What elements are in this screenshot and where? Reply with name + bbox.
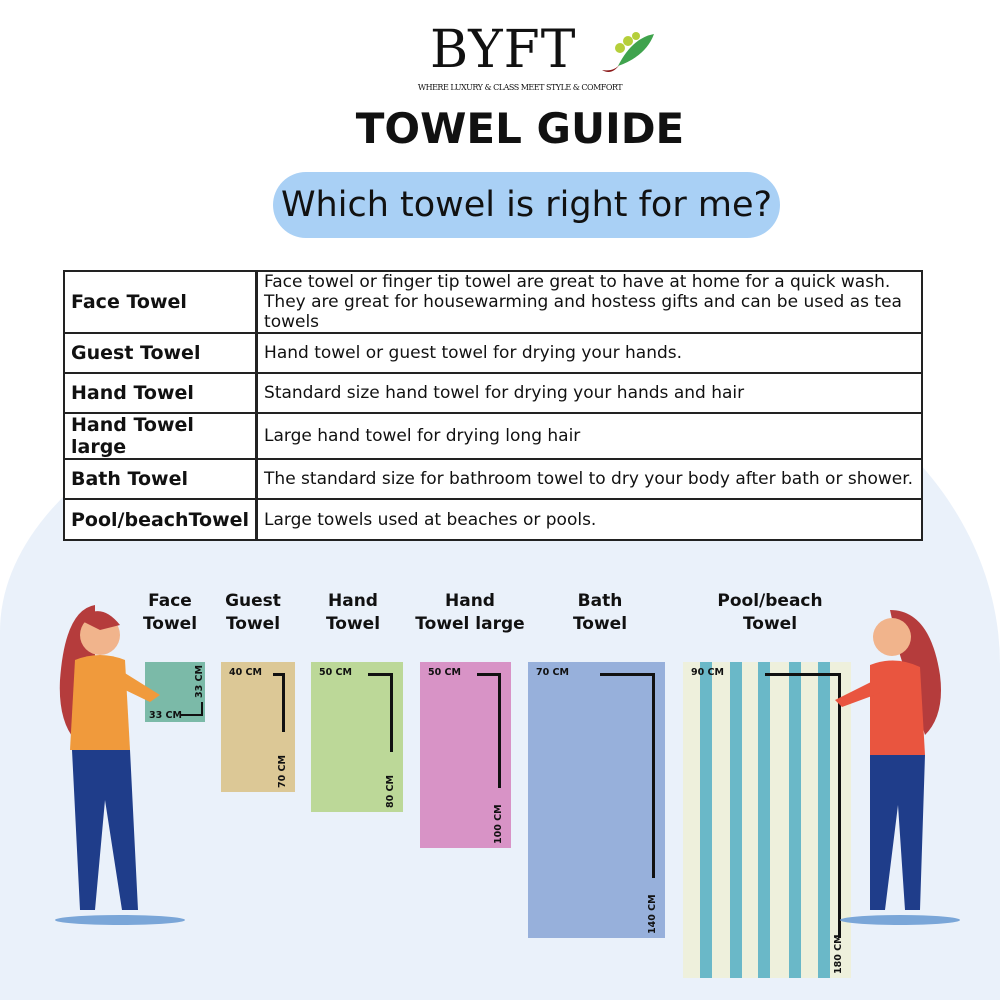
width-label: 33 CM <box>149 710 182 721</box>
towel-name: Face Towel <box>63 270 259 334</box>
towel-label: Pool/beach Towel <box>705 590 835 636</box>
towel-label: Face Towel <box>105 590 235 636</box>
dimension-bracket <box>368 673 393 752</box>
label-line: Hand <box>328 591 378 611</box>
height-label: 100 CM <box>493 804 504 844</box>
label-line: Towel <box>225 614 281 634</box>
height-label: 80 CM <box>385 775 396 808</box>
towel-stripe <box>730 662 742 978</box>
label-line: Towel <box>325 614 381 634</box>
towel-label: Bath Towel <box>535 590 665 636</box>
label-line: Towel <box>142 614 198 634</box>
towel-desc: Standard size hand towel for drying your… <box>255 372 924 414</box>
desc-line: They are great for housewarming and host… <box>264 292 902 332</box>
table-row: Bath Towel The standard size for bathroom… <box>63 458 924 500</box>
table-row: Guest Towel Hand towel or guest towel for… <box>63 332 924 374</box>
table-row: Hand Towel large Large hand towel for dry… <box>63 412 924 460</box>
brand-tagline: WHERE LUXURY & CLASS MEET STYLE & COMFOR… <box>417 83 623 92</box>
label-line: Towel <box>572 614 628 634</box>
towel-stripe <box>818 662 830 978</box>
width-label: 70 CM <box>536 667 569 678</box>
dimension-bracket <box>599 673 655 878</box>
towel-swatch <box>528 662 665 938</box>
towel-desc: Hand towel or guest towel for drying you… <box>255 332 924 374</box>
towel-name: Guest Towel <box>63 332 259 374</box>
brand-logo: BYFT <box>430 20 577 80</box>
towel-label: Hand Towel <box>288 590 418 636</box>
dimension-bracket <box>477 673 501 788</box>
height-label: 70 CM <box>277 755 288 788</box>
woman-right-illustration <box>835 610 960 925</box>
towel-stripe <box>789 662 801 978</box>
towel-name: Hand Towel <box>63 372 259 414</box>
towel-swatch <box>311 662 403 812</box>
towel-label: Hand Towel large <box>405 590 535 636</box>
table-row: Face Towel Face towel or finger tip towel… <box>63 270 924 334</box>
width-label: 50 CM <box>428 667 461 678</box>
towel-stripe <box>758 662 770 978</box>
dimension-bracket <box>181 702 203 716</box>
towel-name: Hand Towel large <box>63 412 259 460</box>
label-line: Guest <box>225 591 281 611</box>
desc-line: Face towel or finger tip towel are great… <box>264 272 891 292</box>
towel-desc: The standard size for bathroom towel to … <box>255 458 924 500</box>
width-label: 90 CM <box>691 667 724 678</box>
table-row: Hand Towel Standard size hand towel for d… <box>63 372 924 414</box>
height-label: 180 CM <box>833 934 844 974</box>
width-label: 50 CM <box>319 667 352 678</box>
leaf-logo-icon <box>602 32 654 72</box>
towel-name: Pool/beachTowel <box>63 498 259 541</box>
towel-swatch <box>420 662 511 848</box>
label-line: Towel <box>742 614 798 634</box>
page-title: TOWEL GUIDE <box>355 104 685 153</box>
label-line: Bath <box>577 591 623 611</box>
towel-name: Bath Towel <box>63 458 259 500</box>
towel-swatch <box>683 662 851 978</box>
label-line: Pool/beach <box>717 591 823 611</box>
dimension-bracket <box>272 673 285 732</box>
width-label: 40 CM <box>229 667 262 678</box>
towel-label: Guest Towel <box>188 590 318 636</box>
label-line: Towel large <box>415 614 525 634</box>
table-row: Pool/beachTowel Large towels used at beac… <box>63 498 924 541</box>
label-line: Hand <box>445 591 495 611</box>
dimension-bracket <box>764 673 841 938</box>
towel-desc: Large towels used at beaches or pools. <box>255 498 924 541</box>
height-label: 140 CM <box>647 894 658 934</box>
woman-left-illustration <box>55 605 185 925</box>
question-banner: Which towel is right for me? <box>273 172 780 238</box>
towel-table: Face Towel Face towel or finger tip towel… <box>63 270 924 541</box>
towel-stripe <box>700 662 712 978</box>
towel-desc: Face towel or finger tip towel are great… <box>255 270 924 334</box>
label-line: Face <box>148 591 192 611</box>
towel-desc: Large hand towel for drying long hair <box>255 412 924 460</box>
